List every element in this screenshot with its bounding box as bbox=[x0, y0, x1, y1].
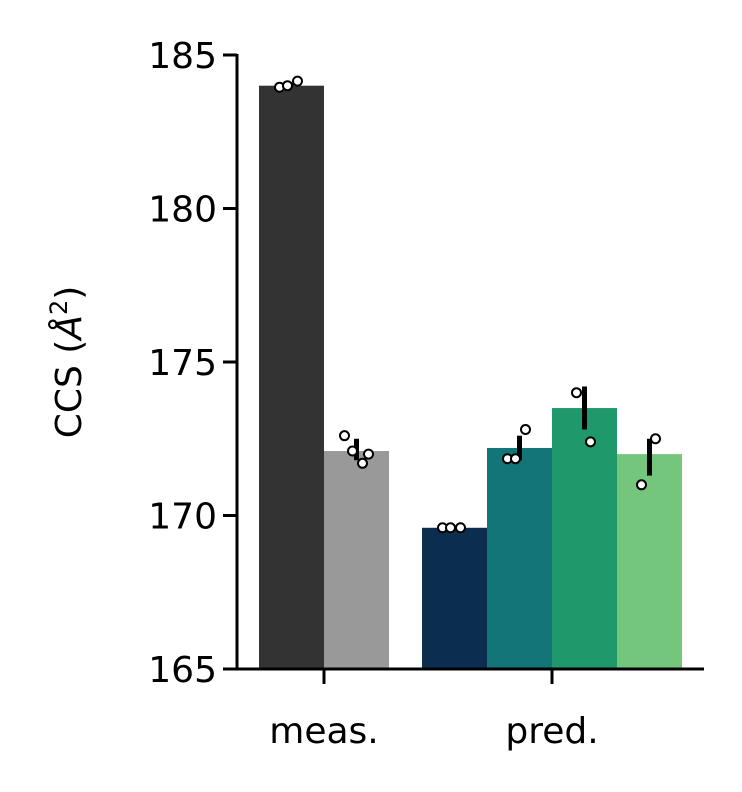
data-point bbox=[636, 479, 647, 491]
data-point bbox=[292, 75, 303, 87]
bars-layer bbox=[259, 85, 682, 669]
data-point bbox=[571, 387, 582, 399]
data-point bbox=[445, 522, 456, 534]
points-layer bbox=[274, 75, 661, 534]
bar-pred-2 bbox=[487, 447, 552, 669]
data-point bbox=[650, 433, 661, 445]
axes-layer bbox=[223, 53, 704, 684]
bar-meas-1 bbox=[259, 85, 324, 669]
data-point bbox=[510, 453, 521, 465]
bar-pred-4 bbox=[617, 454, 682, 669]
data-point bbox=[363, 448, 374, 460]
data-point bbox=[282, 80, 293, 92]
x-tick-label: pred. bbox=[505, 711, 598, 752]
bar-pred-1 bbox=[422, 527, 487, 669]
y-tick-label: 180 bbox=[148, 190, 217, 231]
x-tick-label: meas. bbox=[269, 711, 378, 752]
data-point bbox=[347, 445, 358, 457]
y-axis-title: CCS (Å2) bbox=[45, 286, 90, 439]
y-tick-label: 175 bbox=[148, 343, 217, 384]
y-tick-label: 170 bbox=[148, 497, 217, 538]
bar-meas-2 bbox=[324, 451, 389, 669]
data-point bbox=[455, 522, 466, 534]
data-point bbox=[357, 457, 368, 469]
y-tick-label: 165 bbox=[148, 650, 217, 691]
bar-pred-3 bbox=[552, 408, 617, 669]
y-tick-label: 185 bbox=[148, 36, 217, 77]
data-point bbox=[339, 430, 350, 442]
labels-layer: 165 170 175 180 185 meas. pred. CCS (Å2) bbox=[45, 36, 599, 752]
data-point bbox=[585, 436, 596, 448]
data-point bbox=[520, 424, 531, 436]
